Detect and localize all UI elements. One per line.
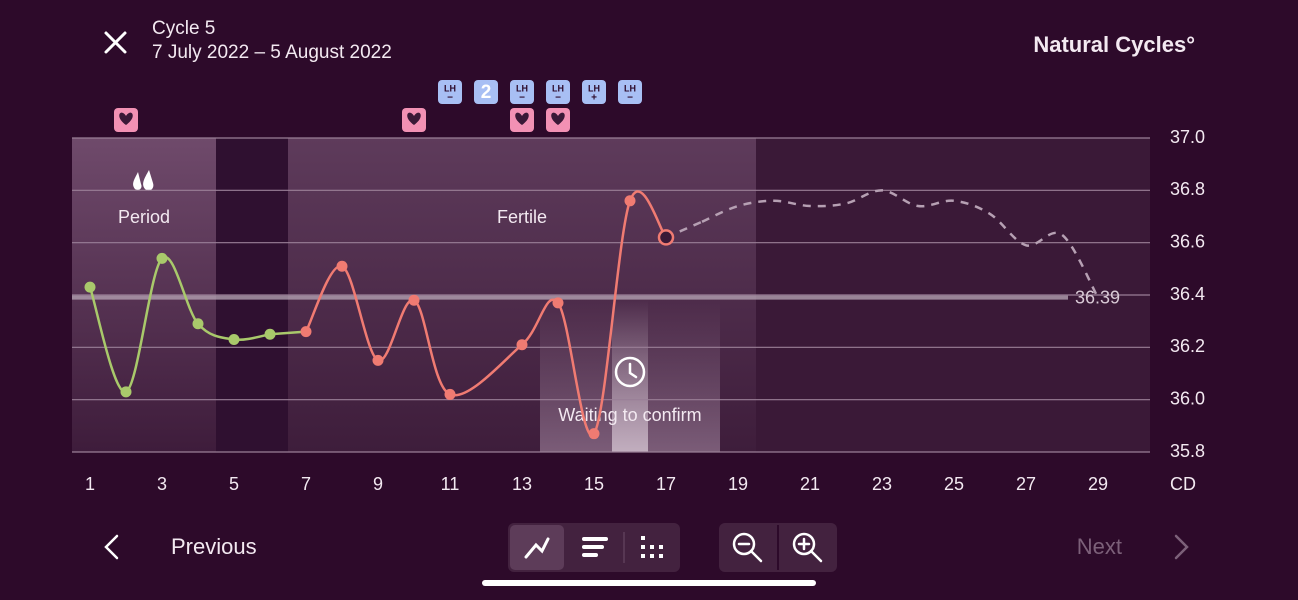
temperature-point <box>156 252 168 264</box>
temperature-point <box>228 333 240 345</box>
chart: Period Fertile Waiting to confirm 35.8 36.0 3… <box>72 80 1205 494</box>
temperature-point <box>408 294 420 306</box>
y-tick-label: 36.4 <box>1170 284 1205 304</box>
graph-icon <box>524 537 550 559</box>
heart-icon <box>515 112 529 125</box>
lh-test-result: − <box>555 93 561 104</box>
lh-test-badge <box>474 80 498 104</box>
close-button[interactable] <box>104 31 127 54</box>
temperature-point <box>552 297 564 309</box>
lh-test-result: + <box>591 93 597 104</box>
temperature-point <box>264 328 276 340</box>
previous-button[interactable]: Previous <box>171 534 257 559</box>
clock-hands <box>628 362 638 379</box>
phase-label: Period <box>118 207 170 227</box>
next-arrow[interactable] <box>1174 534 1189 560</box>
previous-arrow[interactable] <box>104 534 119 560</box>
list-view-button[interactable] <box>582 537 608 557</box>
x-tick-label: 7 <box>301 474 311 494</box>
y-tick-label: 37.0 <box>1170 127 1205 147</box>
lh-test-count: 2 <box>481 82 492 103</box>
temperature-point <box>336 260 348 272</box>
phase-label: Fertile <box>497 207 547 227</box>
connector <box>269 330 307 336</box>
temperature-point <box>120 386 132 398</box>
lh-test-badge <box>618 80 642 104</box>
temperature-point <box>300 326 312 338</box>
temperature-point <box>516 339 528 351</box>
temperature-point <box>372 354 384 366</box>
temperature-point <box>624 195 636 207</box>
lh-test-result: − <box>627 93 633 104</box>
y-tick-label: 36.8 <box>1170 179 1205 199</box>
x-tick-label: 13 <box>512 474 532 494</box>
brand-logo: Natural Cycles° <box>1033 32 1195 57</box>
x-tick-label: 21 <box>800 474 820 494</box>
x-tick-label: 23 <box>872 474 892 494</box>
lh-test-label: LH <box>444 83 456 93</box>
x-tick-label: 17 <box>656 474 676 494</box>
clock-icon <box>614 356 646 388</box>
x-tick-label: 29 <box>1088 474 1108 494</box>
lh-test-badge <box>510 80 534 104</box>
lh-test-result: − <box>447 93 453 104</box>
lh-test-label: LH <box>516 83 528 93</box>
x-tick-label: 19 <box>728 474 748 494</box>
period-icon <box>133 170 154 191</box>
temperature-point <box>588 428 600 440</box>
home-indicator <box>482 580 816 586</box>
x-tick-label: 25 <box>944 474 964 494</box>
lh-test-label: LH <box>588 83 600 93</box>
x-axis-label: CD <box>1170 474 1196 494</box>
zoom-in-button[interactable] <box>792 532 823 563</box>
cycle-dates: 7 July 2022 – 5 August 2022 <box>152 42 392 63</box>
lh-test-badge <box>546 80 570 104</box>
lh-test-result: − <box>519 93 525 104</box>
temperature-point <box>192 318 204 330</box>
heart-icon <box>551 112 565 125</box>
x-tick-label: 9 <box>373 474 383 494</box>
lh-test-badge <box>582 80 606 104</box>
lh-test-badge <box>438 80 462 104</box>
x-tick-label: 27 <box>1016 474 1036 494</box>
cycle-title: Cycle 5 <box>152 18 215 39</box>
temperature-point <box>444 388 456 400</box>
average-label: 36.39 <box>1075 287 1120 307</box>
y-tick-label: 36.2 <box>1170 336 1205 356</box>
x-tick-label: 3 <box>157 474 167 494</box>
today-point <box>657 229 675 246</box>
x-tick-label: 5 <box>229 474 239 494</box>
today-band <box>612 300 648 452</box>
x-tick-label: 11 <box>441 474 460 494</box>
temperature-point <box>84 281 96 293</box>
y-tick-label: 36.6 <box>1170 231 1205 251</box>
heart-icon <box>407 112 421 125</box>
heart-icon <box>119 112 133 125</box>
lh-test-label: LH <box>552 83 564 93</box>
next-button[interactable]: Next <box>1077 534 1122 559</box>
y-tick-label: 36.0 <box>1170 388 1205 408</box>
y-tick-label: 35.8 <box>1170 441 1205 461</box>
x-tick-label: 15 <box>584 474 604 494</box>
x-tick-label: 1 <box>85 474 95 494</box>
dots-view-button[interactable] <box>641 536 663 558</box>
zoom-out-button[interactable] <box>732 532 763 563</box>
lh-test-label: LH <box>624 83 636 93</box>
waiting-label: Waiting to confirm <box>558 405 701 425</box>
